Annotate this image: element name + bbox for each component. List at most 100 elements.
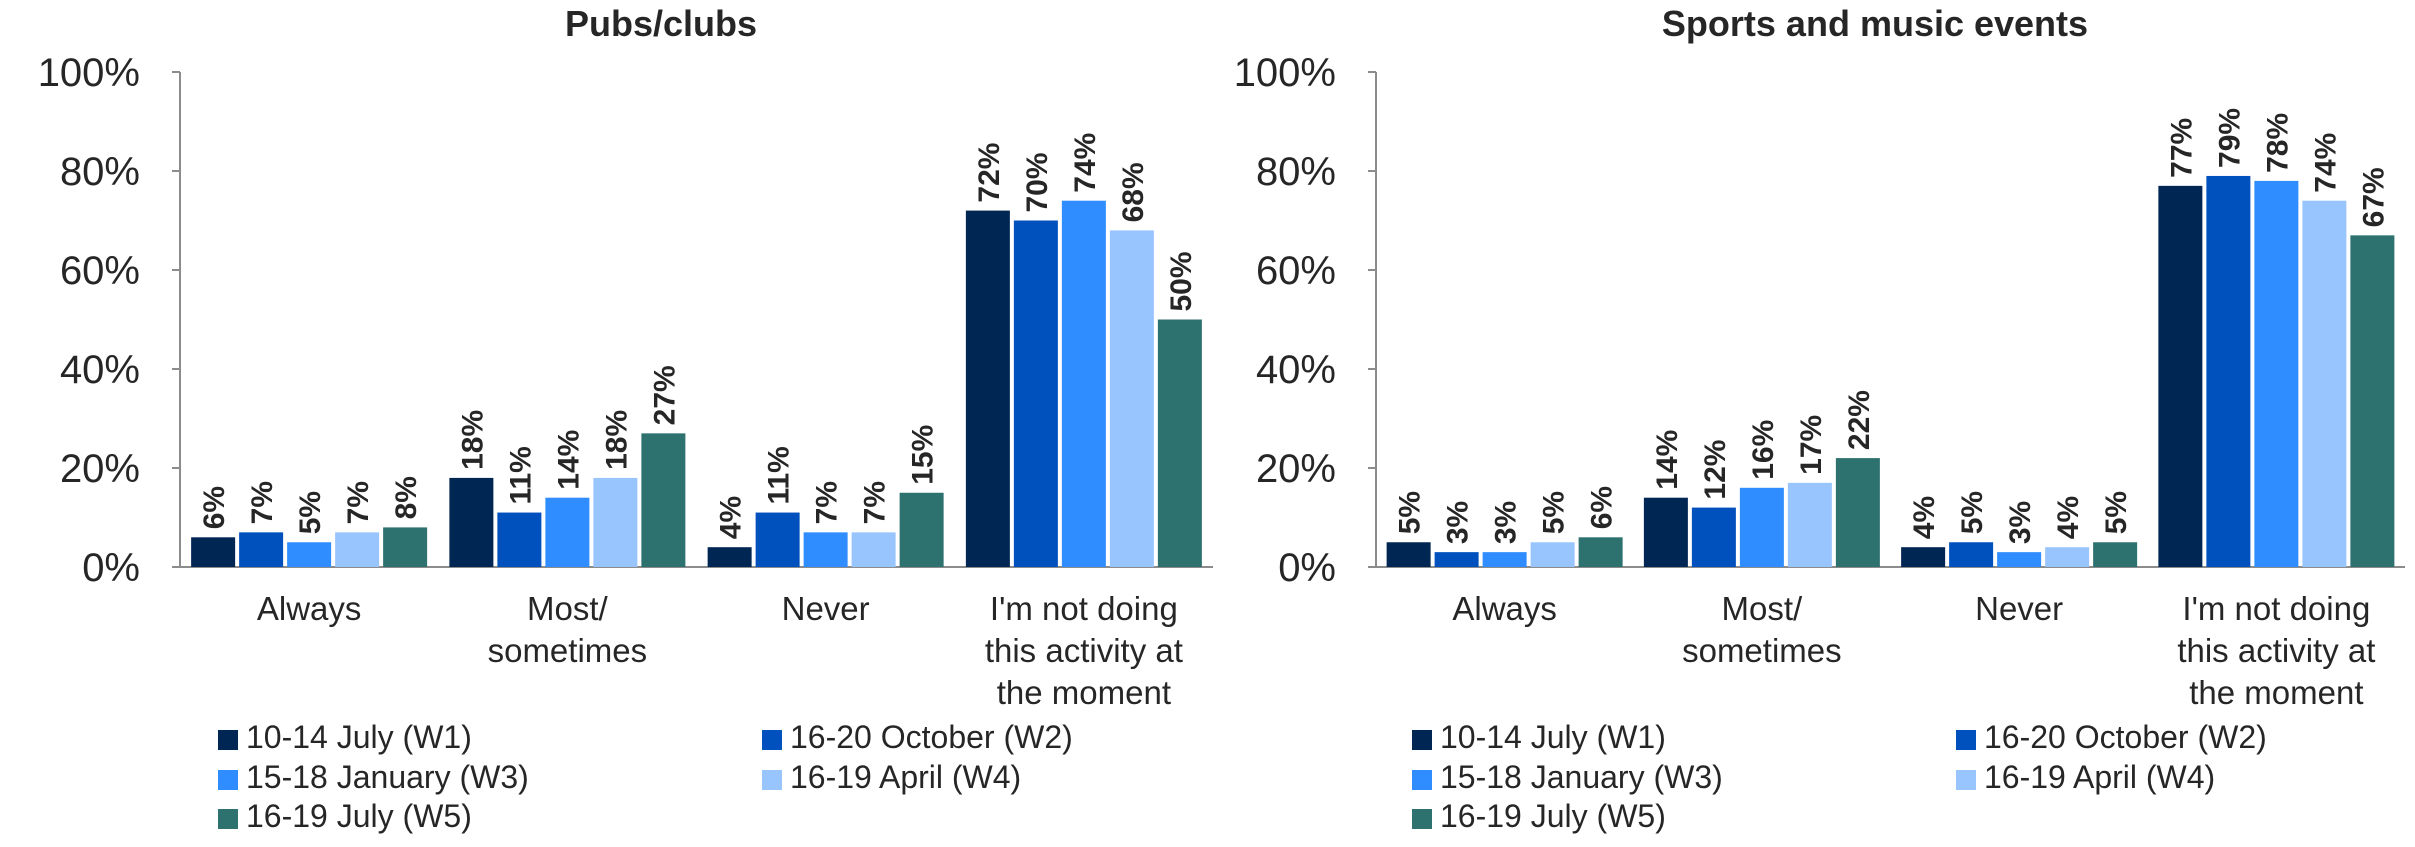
chart-1-y-tick-label: 40% <box>60 348 140 392</box>
chart-1-bar <box>239 532 284 567</box>
chart-2-bar <box>1434 552 1479 567</box>
chart-1-bar <box>1013 220 1058 567</box>
chart-1-data-label: 5% <box>294 491 327 534</box>
chart-1-legend-swatch <box>218 770 238 790</box>
chart-2-data-label: 14% <box>1651 430 1684 490</box>
chart-2-y-tick-label: 40% <box>1256 348 1336 392</box>
chart-1-data-label: 15% <box>907 425 940 485</box>
chart-2-data-label: 16% <box>1747 420 1780 480</box>
chart-1-bar <box>803 532 848 567</box>
chart-2-bar <box>1901 547 1946 567</box>
chart-2-y-tick-label: 80% <box>1256 150 1336 194</box>
chart-2-x-tick-label: I'm not doing <box>2182 590 2370 627</box>
chart-1-data-label: 6% <box>198 486 231 529</box>
chart-1-legend-swatch <box>762 730 782 750</box>
chart-1-data-label: 27% <box>648 365 681 425</box>
chart-2-bar <box>1997 552 2042 567</box>
chart-2-y-tick-label: 0% <box>1278 546 1336 590</box>
chart-2-data-label: 4% <box>1908 496 1941 539</box>
chart-2-data-label: 6% <box>1586 486 1619 529</box>
chart-1-legend-label: 16-19 April (W4) <box>790 759 1021 795</box>
chart-1-legend-label: 10-14 July (W1) <box>246 719 472 755</box>
chart-1-data-label: 68% <box>1117 162 1150 222</box>
chart-1-data-label: 18% <box>600 410 633 470</box>
chart-2-legend-swatch <box>1412 809 1432 829</box>
chart-2-bar <box>1691 507 1736 567</box>
chart-2-legend-label: 16-20 October (W2) <box>1984 719 2267 755</box>
chart-2-data-label: 5% <box>1538 491 1571 534</box>
chart-1-data-label: 11% <box>763 446 796 504</box>
chart-1-data-label: 50% <box>1165 251 1198 311</box>
chart-2-legend-label: 16-19 July (W5) <box>1440 798 1666 834</box>
chart-2-x-tick-label: this activity at <box>2177 632 2375 669</box>
chart-1-bar <box>755 512 800 567</box>
chart-1-data-label: 8% <box>390 476 423 519</box>
chart-2-data-label: 5% <box>2100 491 2133 534</box>
chart-1-y-tick-label: 0% <box>82 546 140 590</box>
chart-1-bar <box>545 497 590 567</box>
chart-1-legend-label: 16-20 October (W2) <box>790 719 1073 755</box>
chart-1-y-tick-label: 100% <box>38 51 140 95</box>
chart-1-data-label: 74% <box>1069 133 1102 193</box>
chart-2-data-label: 3% <box>2004 501 2037 544</box>
chart-1-bar <box>191 537 236 567</box>
chart-1-x-tick-label: Never <box>782 590 870 627</box>
chart-2-bar <box>2254 180 2299 567</box>
chart-1-bar <box>497 512 542 567</box>
chart-2-data-label: 5% <box>1956 491 1989 534</box>
chart-2-bar <box>1835 458 1880 567</box>
chart-1-legend-swatch <box>218 730 238 750</box>
chart-2-x-tick-label: the moment <box>2189 674 2363 711</box>
chart-2-y-tick-label: 20% <box>1256 447 1336 491</box>
chart-1-data-label: 7% <box>859 481 892 524</box>
chart-1-x-tick-label: I'm not doing <box>990 590 1178 627</box>
chart-2-x-tick-label: Most/ <box>1722 590 1804 627</box>
chart-2-bar <box>1949 542 1994 567</box>
chart-2-x-tick-label: sometimes <box>1682 632 1842 669</box>
chart-2-data-label: 79% <box>2213 108 2246 168</box>
chart-2-bar <box>1578 537 1623 567</box>
chart-1-data-label: 70% <box>1021 152 1054 212</box>
chart-2-legend-label: 10-14 July (W1) <box>1440 719 1666 755</box>
chart-1-data-label: 18% <box>456 410 489 470</box>
chart-1-legend-label: 15-18 January (W3) <box>246 759 529 795</box>
chart-2-legend-swatch <box>1956 730 1976 750</box>
chart-1-legend-swatch <box>218 809 238 829</box>
chart-2-bar <box>2350 235 2395 567</box>
chart-2-y-tick-label: 100% <box>1234 51 1336 95</box>
chart-2-data-label: 3% <box>1490 501 1523 544</box>
chart-1-title: Pubs/clubs <box>565 3 757 44</box>
chart-1-y-tick-label: 80% <box>60 150 140 194</box>
chart-1-data-label: 14% <box>552 430 585 490</box>
chart-2-data-label: 77% <box>2165 118 2198 178</box>
chart-2-bar <box>1482 552 1527 567</box>
chart-1-y-tick-label: 20% <box>60 447 140 491</box>
chart-1-data-label: 11% <box>504 446 537 504</box>
chart-2-data-label: 12% <box>1699 440 1732 500</box>
chart-1-x-tick-label: sometimes <box>488 632 648 669</box>
chart-2-data-label: 4% <box>2052 496 2085 539</box>
chart-1-data-label: 7% <box>342 481 375 524</box>
chart-1-x-tick-label: this activity at <box>985 632 1183 669</box>
chart-2-bar <box>1739 487 1784 567</box>
chart-2-y-tick-label: 60% <box>1256 249 1336 293</box>
chart-2-legend-swatch <box>1412 730 1432 750</box>
chart-1-bar <box>965 210 1010 567</box>
chart-1-x-tick-label: the moment <box>997 674 1171 711</box>
chart-2-legend-swatch <box>1956 770 1976 790</box>
chart-1-bar <box>1157 319 1202 567</box>
chart-1-bar <box>287 542 332 567</box>
chart-1-x-tick-label: Always <box>257 590 362 627</box>
chart-1-bar <box>1061 200 1106 567</box>
chart-2-x-tick-label: Always <box>1452 590 1557 627</box>
chart-1-bar <box>1109 230 1154 567</box>
chart-2-legend-label: 16-19 April (W4) <box>1984 759 2215 795</box>
chart-2-bar <box>1643 497 1688 567</box>
chart-2-bar <box>2302 200 2347 567</box>
chart-2-data-label: 74% <box>2309 133 2342 193</box>
chart-1-bar <box>851 532 896 567</box>
chart-1-y-tick-label: 60% <box>60 249 140 293</box>
chart-2-data-label: 17% <box>1795 415 1828 475</box>
